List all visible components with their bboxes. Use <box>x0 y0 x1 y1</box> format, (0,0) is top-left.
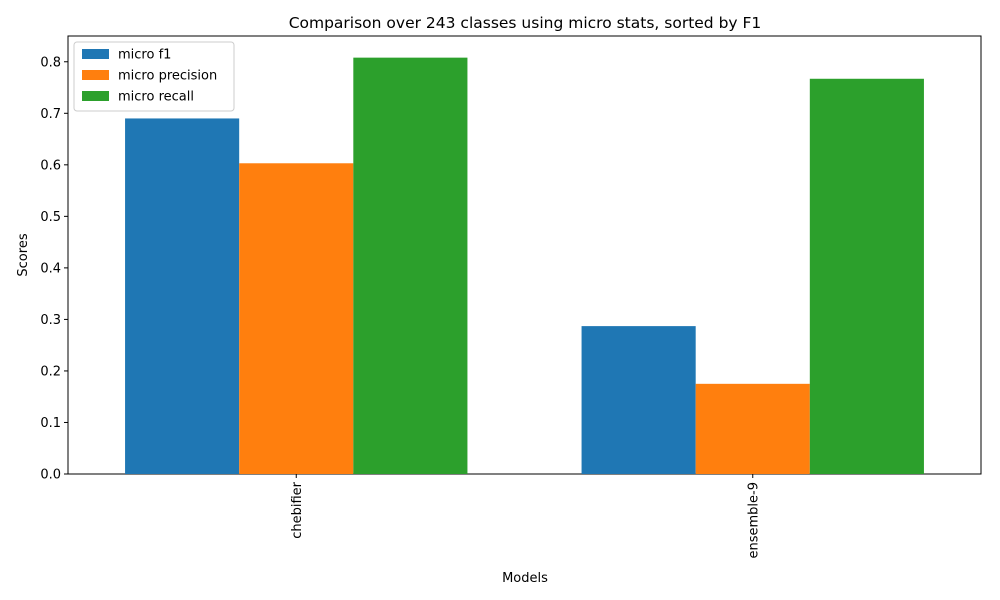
x-axis-label: Models <box>502 571 548 586</box>
legend-swatch-micro-precision <box>82 70 109 80</box>
y-tick-label: 0.5 <box>40 210 61 225</box>
chart-title: Comparison over 243 classes using micro … <box>289 14 762 32</box>
x-tick-label-ensemble-9: ensemble-9 <box>746 482 761 559</box>
bar-micro-precision-chebifier <box>239 163 354 474</box>
legend-frame <box>73 41 235 112</box>
plot-frame <box>67 35 982 475</box>
legend-label-micro-recall: micro recall <box>118 90 194 105</box>
legend-label-micro-precision: micro precision <box>118 69 217 84</box>
y-tick-label: 0.8 <box>40 55 61 70</box>
legend-label-micro-f1: micro f1 <box>118 48 171 63</box>
y-tick-label: 0.6 <box>40 158 61 173</box>
plot-area <box>67 35 982 475</box>
legend: micro f1 micro precision micro recall <box>73 41 235 112</box>
bar-micro-recall-chebifier <box>353 57 468 474</box>
y-axis: 0.0 0.1 0.2 0.3 0.4 0.5 0.6 0.7 0.8 <box>40 55 68 483</box>
y-axis-label: Scores <box>16 233 31 276</box>
y-tick-label: 0.3 <box>40 313 61 328</box>
bar-micro-recall-ensemble-9 <box>809 78 924 474</box>
y-tick-label: 0.0 <box>40 468 61 483</box>
legend-swatch-micro-f1 <box>82 49 109 59</box>
legend-swatch-micro-recall <box>82 91 109 101</box>
x-tick-label-chebifier: chebifier <box>290 481 305 538</box>
y-tick-label: 0.1 <box>40 416 61 431</box>
bar-micro-f1-chebifier <box>125 118 240 475</box>
bars-group <box>125 57 924 475</box>
y-tick-label: 0.2 <box>40 364 61 379</box>
y-tick-label: 0.7 <box>40 107 61 122</box>
bar-micro-precision-ensemble-9 <box>695 383 810 474</box>
y-tick-label: 0.4 <box>40 261 61 276</box>
bar-micro-f1-ensemble-9 <box>581 326 696 474</box>
x-axis: chebifier ensemble-9 <box>290 474 761 559</box>
